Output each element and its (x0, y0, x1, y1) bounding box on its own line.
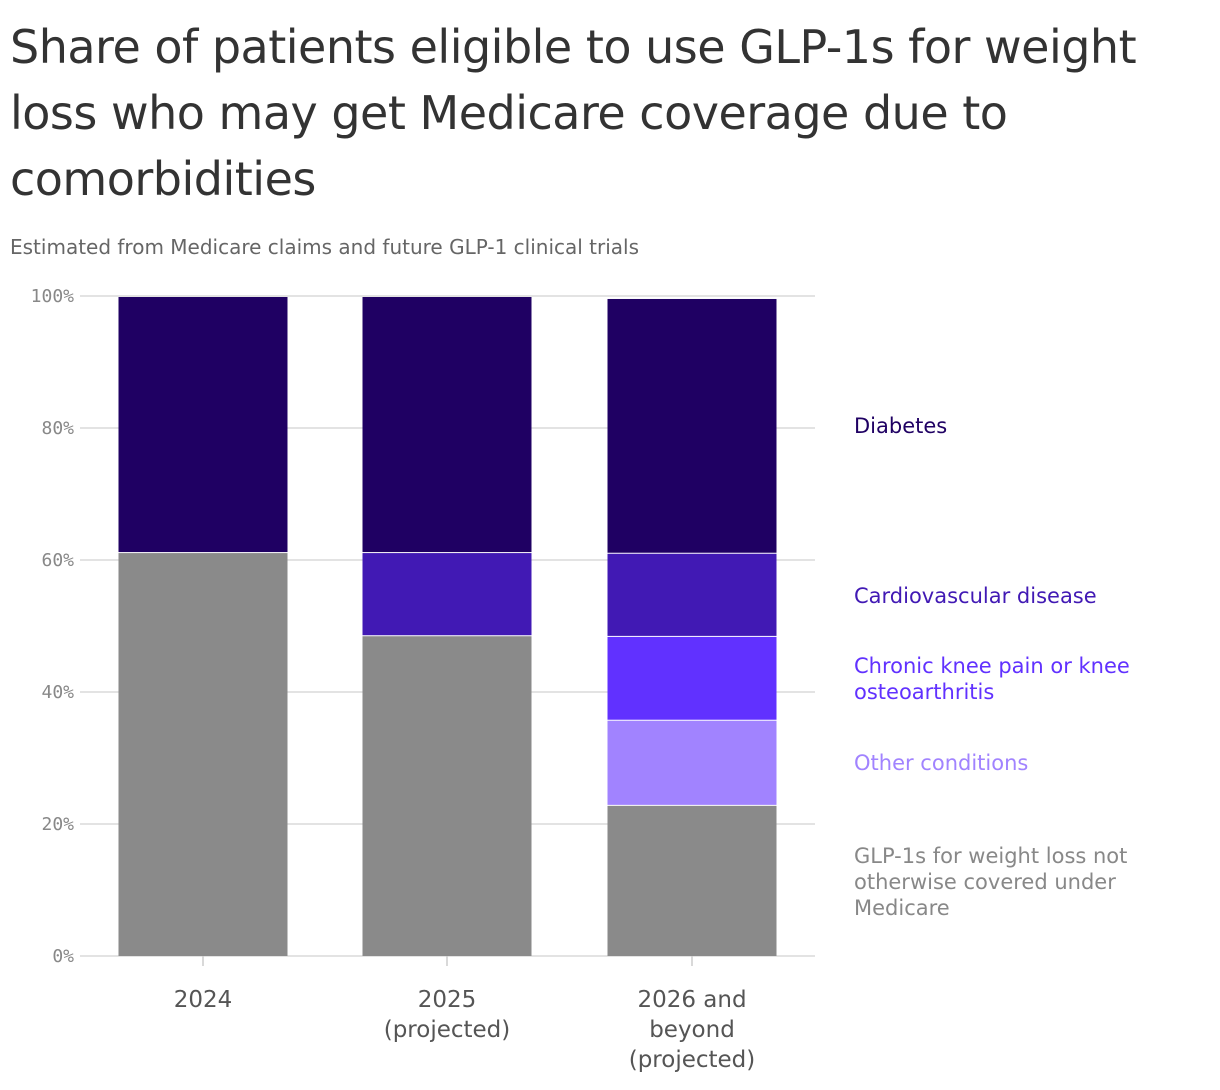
series-label: otherwise covered under (854, 870, 1116, 894)
chart-subtitle: Estimated from Medicare claims and futur… (10, 235, 640, 259)
bar-segment (607, 720, 777, 805)
y-tick-label: 20% (41, 814, 74, 835)
y-tick-label: 60% (41, 550, 74, 571)
y-tick-label: 80% (41, 418, 74, 439)
chart-title: Share of patients eligible to use GLP-1s… (10, 20, 1137, 206)
bar-segment (607, 805, 777, 956)
y-tick-label: 0% (52, 946, 74, 967)
x-tick-label: (projected) (629, 1047, 756, 1073)
x-tick-label: 2026 and (637, 987, 746, 1013)
y-tick-label: 100% (31, 286, 75, 307)
series-label: Other conditions (854, 751, 1028, 775)
series-label: Chronic knee pain or knee (854, 654, 1130, 678)
series-label: Cardiovascular disease (854, 584, 1097, 608)
x-tick-label: beyond (649, 1017, 735, 1043)
bar-segment (118, 553, 288, 956)
bar-segment (607, 636, 777, 720)
series-label: GLP-1s for weight loss not (854, 844, 1127, 868)
series-label: osteoarthritis (854, 680, 994, 704)
bar-segment (362, 553, 532, 636)
bar-segment (607, 553, 777, 636)
x-tick-label: (projected) (384, 1017, 511, 1043)
bar-segment (607, 298, 777, 553)
series-label: Medicare (854, 896, 950, 920)
x-tick-label: 2024 (174, 987, 233, 1013)
bar-segment (362, 297, 532, 553)
x-tick-label: 2025 (418, 987, 477, 1013)
series-label: Diabetes (854, 414, 947, 438)
bar-segment (118, 297, 288, 553)
bar-segment (362, 636, 532, 956)
y-tick-label: 40% (41, 682, 74, 703)
